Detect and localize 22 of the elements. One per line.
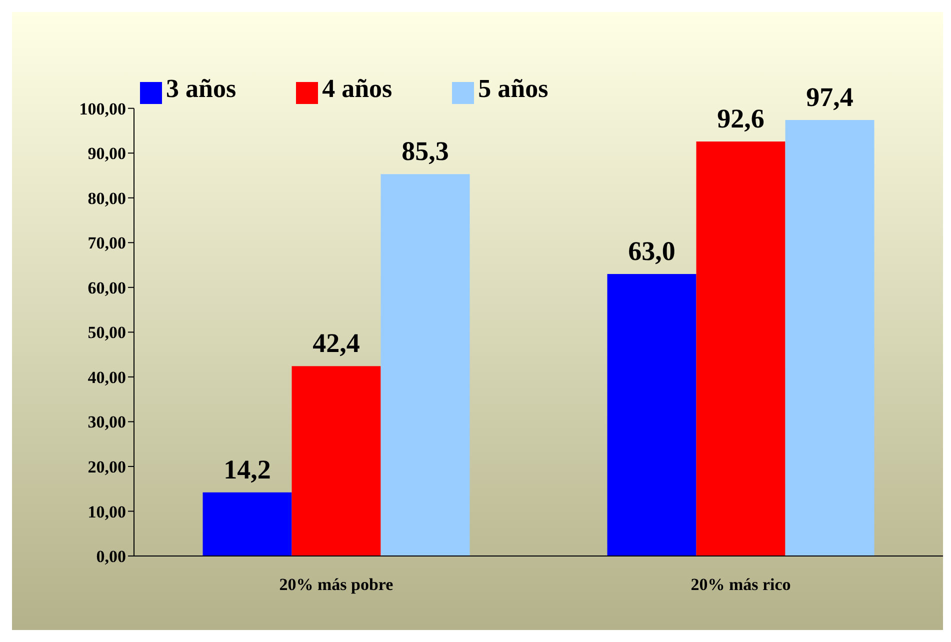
y-tick-label: 50,00 <box>88 323 126 342</box>
legend-label: 4 años <box>322 74 392 103</box>
x-tick-label: 20% más rico <box>690 575 791 594</box>
data-label: 63,0 <box>628 236 676 266</box>
y-tick-label: 40,00 <box>88 368 126 387</box>
x-tick-label: 20% más pobre <box>279 575 394 594</box>
y-tick-label: 90,00 <box>88 144 126 164</box>
legend-label: 3 años <box>166 74 236 103</box>
data-label: 42,4 <box>312 328 360 358</box>
data-label: 85,3 <box>402 136 449 166</box>
data-label: 97,4 <box>806 82 854 112</box>
y-tick-label: 60,00 <box>88 278 126 298</box>
data-label: 92,6 <box>717 103 764 134</box>
legend-label: 5 años <box>478 74 548 103</box>
data-label: 14,2 <box>224 454 271 484</box>
y-tick-label: 20,00 <box>88 458 126 476</box>
y-tick-label: 10,00 <box>88 502 126 522</box>
y-tick-label: 30,00 <box>88 412 126 432</box>
y-tick-label: 80,00 <box>88 188 126 208</box>
y-tick-label: 70,00 <box>88 234 126 253</box>
y-tick-label: 0,00 <box>96 547 126 566</box>
y-tick-label: 100,00 <box>79 99 126 118</box>
